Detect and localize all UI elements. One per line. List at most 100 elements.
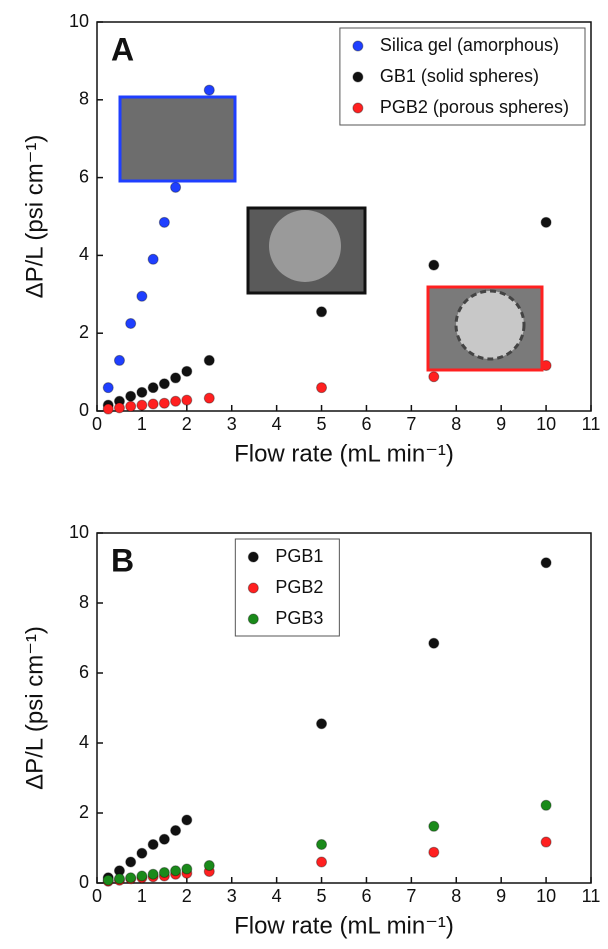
point (113, 354, 125, 366)
x-tick-label: 4 (272, 886, 282, 906)
x-tick-label: 0 (92, 886, 102, 906)
point (136, 870, 148, 882)
y-tick-label: 10 (69, 11, 89, 31)
x-tick-label: 4 (272, 414, 282, 434)
legend-marker (247, 613, 259, 625)
point (147, 253, 159, 265)
point (158, 867, 170, 878)
x-axis-label: Flow rate (mL min⁻¹) (234, 912, 454, 939)
x-tick-label: 9 (496, 886, 506, 906)
point (147, 398, 159, 410)
point (136, 386, 148, 398)
point (136, 847, 148, 859)
inset-porous-sphere (454, 289, 526, 361)
x-tick-label: 11 (582, 886, 601, 906)
point (316, 306, 328, 318)
y-tick-label: 8 (79, 592, 89, 612)
y-tick-label: 0 (79, 400, 89, 420)
point (125, 400, 137, 412)
x-tick-label: 9 (496, 414, 506, 434)
point (102, 382, 114, 394)
point (428, 820, 440, 832)
x-tick-label: 0 (92, 414, 102, 434)
x-tick-label: 2 (182, 886, 192, 906)
point (158, 216, 170, 228)
y-tick-label: 6 (79, 166, 89, 186)
legend: PGB1 PGB2 PGB3 (234, 538, 340, 637)
point (113, 402, 125, 414)
legend-marker (247, 551, 259, 563)
point (181, 394, 193, 406)
point (540, 557, 552, 569)
y-tick-label: 4 (79, 244, 89, 264)
y-axis-label: ΔP/L (psi cm⁻¹) (21, 135, 48, 299)
point (102, 874, 114, 886)
point (147, 868, 159, 880)
point (316, 382, 328, 394)
point (170, 865, 182, 877)
point (203, 354, 215, 366)
point (428, 259, 440, 271)
panel-label: A (111, 31, 134, 67)
point (428, 637, 440, 649)
x-tick-label: 8 (451, 886, 461, 906)
point (181, 863, 193, 875)
y-tick-label: 0 (79, 872, 89, 892)
point (158, 378, 170, 390)
point (113, 873, 125, 885)
x-axis-label: Flow rate (mL min⁻¹) (234, 440, 454, 467)
point (428, 846, 440, 858)
x-tick-label: 3 (227, 414, 237, 434)
point (147, 382, 159, 394)
point (102, 403, 114, 415)
point (158, 833, 170, 845)
point (147, 839, 159, 850)
legend-text: PGB1 (275, 546, 323, 566)
point (203, 392, 215, 404)
x-tick-label: 11 (582, 414, 601, 434)
y-tick-label: 6 (79, 662, 89, 682)
legend-marker (247, 582, 259, 594)
x-tick-label: 3 (227, 886, 237, 906)
legend-text: PGB2 (275, 577, 323, 597)
x-tick-label: 1 (137, 414, 147, 434)
point (136, 399, 148, 411)
point (125, 872, 137, 884)
point (170, 825, 182, 836)
legend-frame (339, 27, 586, 126)
point (203, 84, 215, 96)
point (316, 839, 328, 850)
point (316, 856, 328, 868)
point (136, 290, 148, 302)
legend-marker (352, 40, 364, 52)
x-tick-label: 10 (536, 886, 556, 906)
sem-insets (118, 95, 544, 372)
legend-text: PGB2 (porous spheres) (380, 97, 569, 117)
x-tick-label: 10 (536, 414, 556, 434)
y-tick-label: 10 (69, 522, 89, 542)
point (125, 856, 137, 868)
point (316, 718, 328, 730)
x-tick-label: 2 (182, 414, 192, 434)
point (540, 799, 552, 811)
plot-frame (96, 21, 592, 412)
x-tick-label: 7 (406, 886, 416, 906)
legend-marker (352, 71, 364, 83)
legend-text: Silica gel (amorphous) (380, 35, 559, 55)
x-tick-label: 6 (361, 886, 371, 906)
y-axis-label: ΔP/L (psi cm⁻¹) (21, 626, 48, 790)
x-tick-label: 1 (137, 886, 147, 906)
x-tick-label: 8 (451, 414, 461, 434)
x-tick-label: 6 (361, 414, 371, 434)
point (125, 390, 137, 402)
point (125, 317, 137, 329)
point (428, 371, 440, 383)
point (540, 836, 552, 848)
point (181, 814, 193, 826)
x-tick-label: 5 (317, 414, 327, 434)
y-tick-label: 2 (79, 322, 89, 342)
point (203, 860, 215, 871)
